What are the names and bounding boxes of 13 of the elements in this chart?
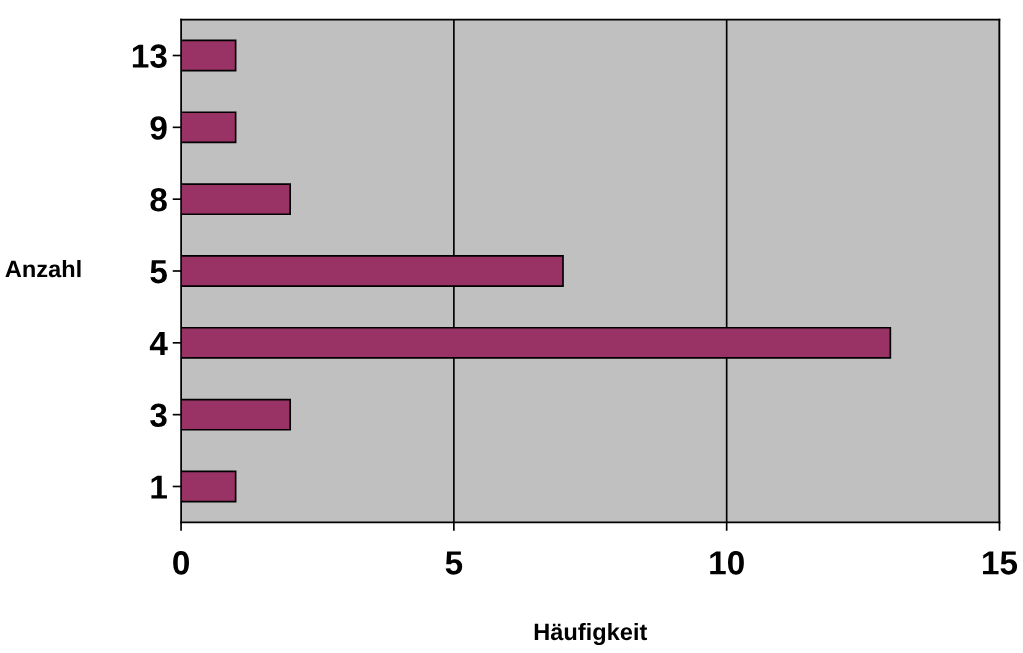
- x-tick-label: 15: [983, 551, 1018, 575]
- y-tick-label: 5: [150, 260, 167, 284]
- x-axis-title: Häufigkeit: [534, 622, 648, 646]
- y-tick-label: 13: [132, 44, 167, 68]
- y-tick-label: 3: [150, 403, 167, 428]
- y-tick-label: 4: [149, 331, 168, 355]
- y-tick-label: 1: [151, 475, 167, 499]
- y-axis-title: Anzahl: [5, 259, 81, 278]
- x-tick-label: 5: [445, 551, 463, 575]
- y-tick-label: 9: [150, 116, 167, 140]
- x-tick-label: 0: [173, 551, 189, 575]
- x-tick-label: 10: [710, 551, 744, 575]
- y-tick-label: 8: [150, 187, 167, 212]
